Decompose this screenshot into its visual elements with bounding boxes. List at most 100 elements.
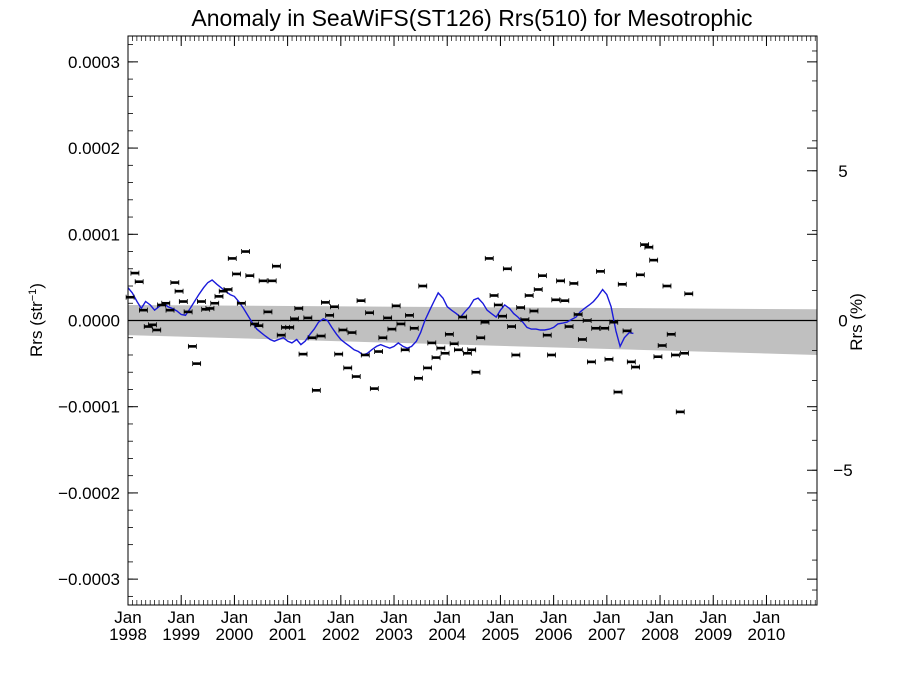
data-point-marker bbox=[152, 328, 161, 332]
data-point-marker bbox=[245, 274, 254, 277]
data-point-marker bbox=[494, 303, 503, 307]
data-point-marker bbox=[631, 365, 640, 369]
data-point bbox=[347, 330, 357, 336]
data-point-marker bbox=[361, 353, 370, 357]
data-point-marker bbox=[604, 357, 613, 361]
data-point-marker bbox=[192, 362, 201, 365]
data-point bbox=[587, 359, 596, 365]
x-tick-label-month: Jan bbox=[114, 608, 141, 627]
data-point-marker bbox=[591, 326, 600, 330]
data-point bbox=[161, 300, 171, 306]
data-point-marker bbox=[684, 292, 693, 296]
data-point bbox=[303, 315, 313, 321]
data-point bbox=[316, 333, 326, 339]
data-point-marker bbox=[290, 317, 299, 321]
data-point-marker bbox=[644, 245, 653, 249]
data-point-marker bbox=[671, 353, 680, 357]
data-point bbox=[134, 279, 144, 285]
data-point bbox=[680, 350, 689, 356]
data-point bbox=[577, 336, 587, 342]
y-tick-label: −0.0001 bbox=[58, 398, 120, 417]
data-point bbox=[405, 312, 414, 318]
data-point bbox=[662, 283, 672, 289]
data-point-marker bbox=[653, 355, 662, 359]
y-tick-label: 0.0003 bbox=[68, 53, 120, 72]
data-point bbox=[285, 324, 295, 330]
data-point-marker bbox=[596, 270, 605, 273]
data-point-marker bbox=[476, 336, 485, 340]
data-point bbox=[223, 286, 233, 292]
data-point bbox=[227, 255, 237, 261]
data-point bbox=[666, 331, 676, 337]
data-point bbox=[493, 302, 503, 308]
data-point-marker bbox=[511, 353, 520, 357]
data-point-marker bbox=[525, 294, 534, 297]
data-point-marker bbox=[454, 348, 463, 352]
data-point bbox=[258, 278, 268, 284]
data-point-marker bbox=[565, 325, 574, 328]
x-tick-label-year: 2002 bbox=[322, 625, 360, 644]
data-point-marker bbox=[485, 257, 494, 260]
data-point-marker bbox=[441, 351, 450, 355]
data-point bbox=[214, 293, 224, 299]
data-point bbox=[396, 321, 406, 327]
data-point bbox=[626, 359, 636, 365]
data-point bbox=[254, 323, 264, 329]
data-point-marker bbox=[214, 295, 223, 298]
uncertainty-band-area bbox=[128, 304, 817, 355]
data-point bbox=[502, 266, 512, 272]
x-tick-label-year: 1999 bbox=[162, 625, 200, 644]
data-point bbox=[480, 319, 490, 325]
data-point bbox=[307, 335, 317, 341]
data-point-marker bbox=[658, 344, 667, 347]
data-point-marker bbox=[627, 360, 636, 364]
data-point bbox=[609, 319, 619, 325]
data-point-marker bbox=[556, 279, 565, 283]
data-point-marker bbox=[578, 338, 587, 341]
data-point-marker bbox=[427, 341, 436, 345]
data-point-marker bbox=[343, 366, 352, 370]
data-point bbox=[418, 283, 428, 289]
data-point bbox=[440, 350, 450, 356]
y-tick-label: 0.0001 bbox=[68, 225, 120, 244]
data-point bbox=[197, 299, 206, 305]
x-tick-label-month: Jan bbox=[380, 608, 407, 627]
data-point bbox=[170, 280, 180, 286]
data-point-marker bbox=[184, 310, 193, 314]
data-point-marker bbox=[534, 288, 543, 291]
data-point bbox=[635, 272, 645, 278]
y-axis-label-superscript: −1 bbox=[27, 289, 39, 302]
x-tick-label-year: 2004 bbox=[428, 625, 466, 644]
x-tick-label-month: Jan bbox=[753, 608, 780, 627]
data-point bbox=[325, 312, 335, 318]
data-point-marker bbox=[667, 332, 676, 336]
data-point bbox=[125, 294, 135, 300]
data-point bbox=[657, 343, 667, 349]
data-point bbox=[622, 328, 632, 334]
data-point bbox=[338, 327, 348, 333]
data-point-marker bbox=[370, 387, 379, 390]
data-point-marker bbox=[321, 301, 330, 304]
data-point-marker bbox=[334, 352, 343, 356]
data-point bbox=[582, 318, 592, 323]
data-point bbox=[444, 331, 454, 337]
data-point bbox=[498, 313, 507, 319]
data-point bbox=[569, 280, 579, 286]
x-tick-label-month: Jan bbox=[540, 608, 567, 627]
x-tick-label-month: Jan bbox=[700, 608, 727, 627]
data-point bbox=[463, 350, 472, 356]
data-point bbox=[290, 316, 299, 322]
data-point-marker bbox=[614, 390, 623, 394]
right-y-axis-label: Rrs (%) bbox=[847, 293, 866, 351]
data-point bbox=[387, 326, 397, 332]
data-point bbox=[467, 347, 477, 353]
x-tick-label-month: Jan bbox=[221, 608, 248, 627]
data-point-marker bbox=[357, 299, 366, 302]
data-point bbox=[596, 268, 605, 274]
data-point bbox=[383, 315, 393, 321]
data-point bbox=[538, 273, 547, 279]
data-point bbox=[507, 324, 517, 330]
x-tick-label-month: Jan bbox=[593, 608, 620, 627]
data-point-marker bbox=[387, 327, 396, 331]
